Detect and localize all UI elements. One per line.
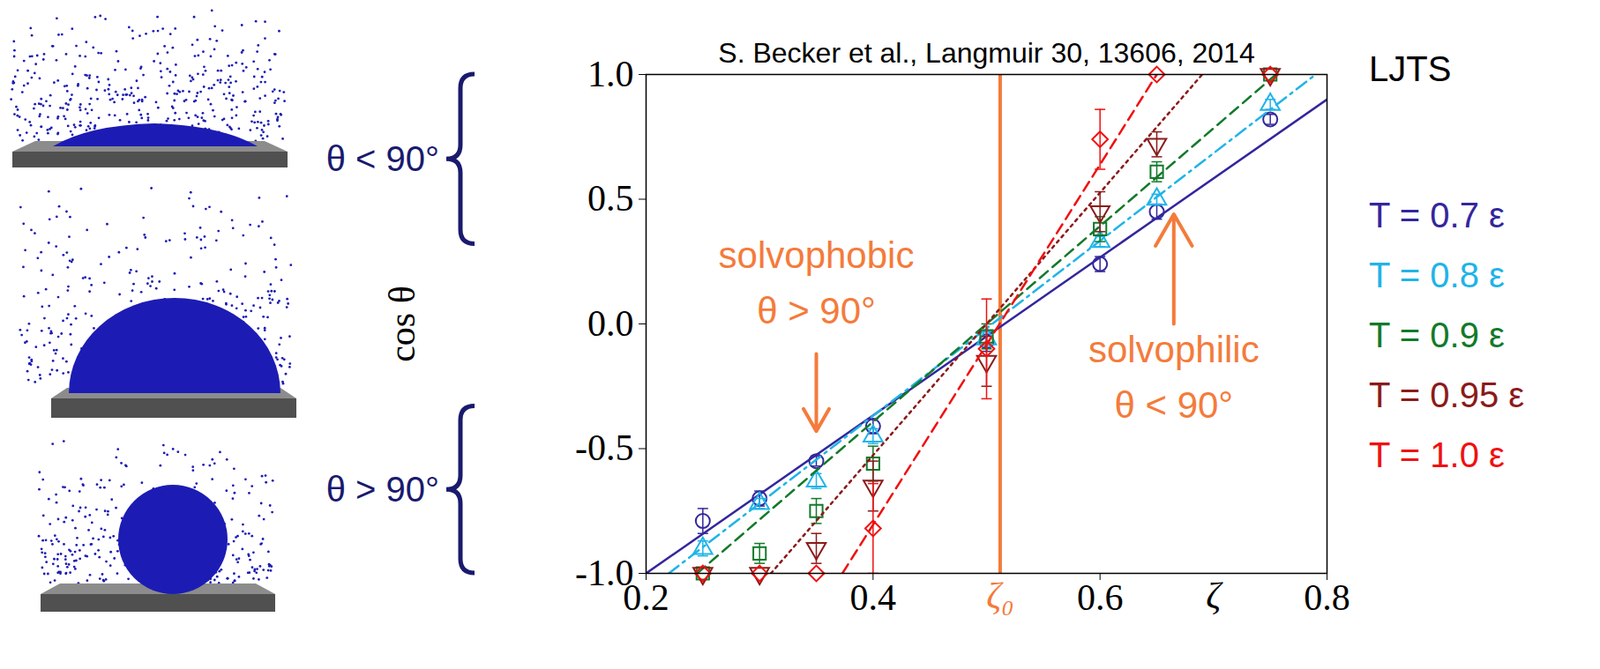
svg-text:solvophilicθ < 90°: solvophilicθ < 90° <box>1088 328 1260 427</box>
svg-text:θ < 90°: θ < 90° <box>326 139 440 179</box>
svg-text:θ > 90°: θ > 90° <box>326 470 440 509</box>
svg-text:solvophobicθ > 90°: solvophobicθ > 90° <box>718 234 915 332</box>
html-text:T = 0.8 ε: T = 0.8 ε <box>1368 255 1505 295</box>
svg-text:0.8: 0.8 <box>1303 577 1351 619</box>
svg-text:ζ: ζ <box>1205 575 1224 617</box>
html-text:T = 0.7 ε: T = 0.7 ε <box>1368 195 1505 235</box>
html-text:T = 0.95 ε: T = 0.95 ε <box>1368 375 1525 415</box>
svg-text:cos θ: cos θ <box>381 285 423 363</box>
svg-text:S. Becker et al., Langmuir 30,: S. Becker et al., Langmuir 30, 13606, 20… <box>717 37 1255 69</box>
html-text:T = 0.9 ε: T = 0.9 ε <box>1368 315 1505 355</box>
svg-text:ζ₀: ζ₀ <box>986 575 1015 617</box>
html-text:T = 1.0 ε: T = 1.0 ε <box>1368 435 1505 475</box>
svg-text:0.2: 0.2 <box>622 577 670 619</box>
svg-text:-0.5: -0.5 <box>575 427 635 469</box>
svg-text:1.0: 1.0 <box>587 53 635 95</box>
svg-text:0.4: 0.4 <box>850 577 898 619</box>
svg-text:-1.0: -1.0 <box>575 553 635 594</box>
svg-text:0.5: 0.5 <box>587 178 635 219</box>
svg-text:0.0: 0.0 <box>587 303 635 344</box>
html-text:LJTS: LJTS <box>1368 49 1452 89</box>
svg-text:0.6: 0.6 <box>1076 577 1124 619</box>
